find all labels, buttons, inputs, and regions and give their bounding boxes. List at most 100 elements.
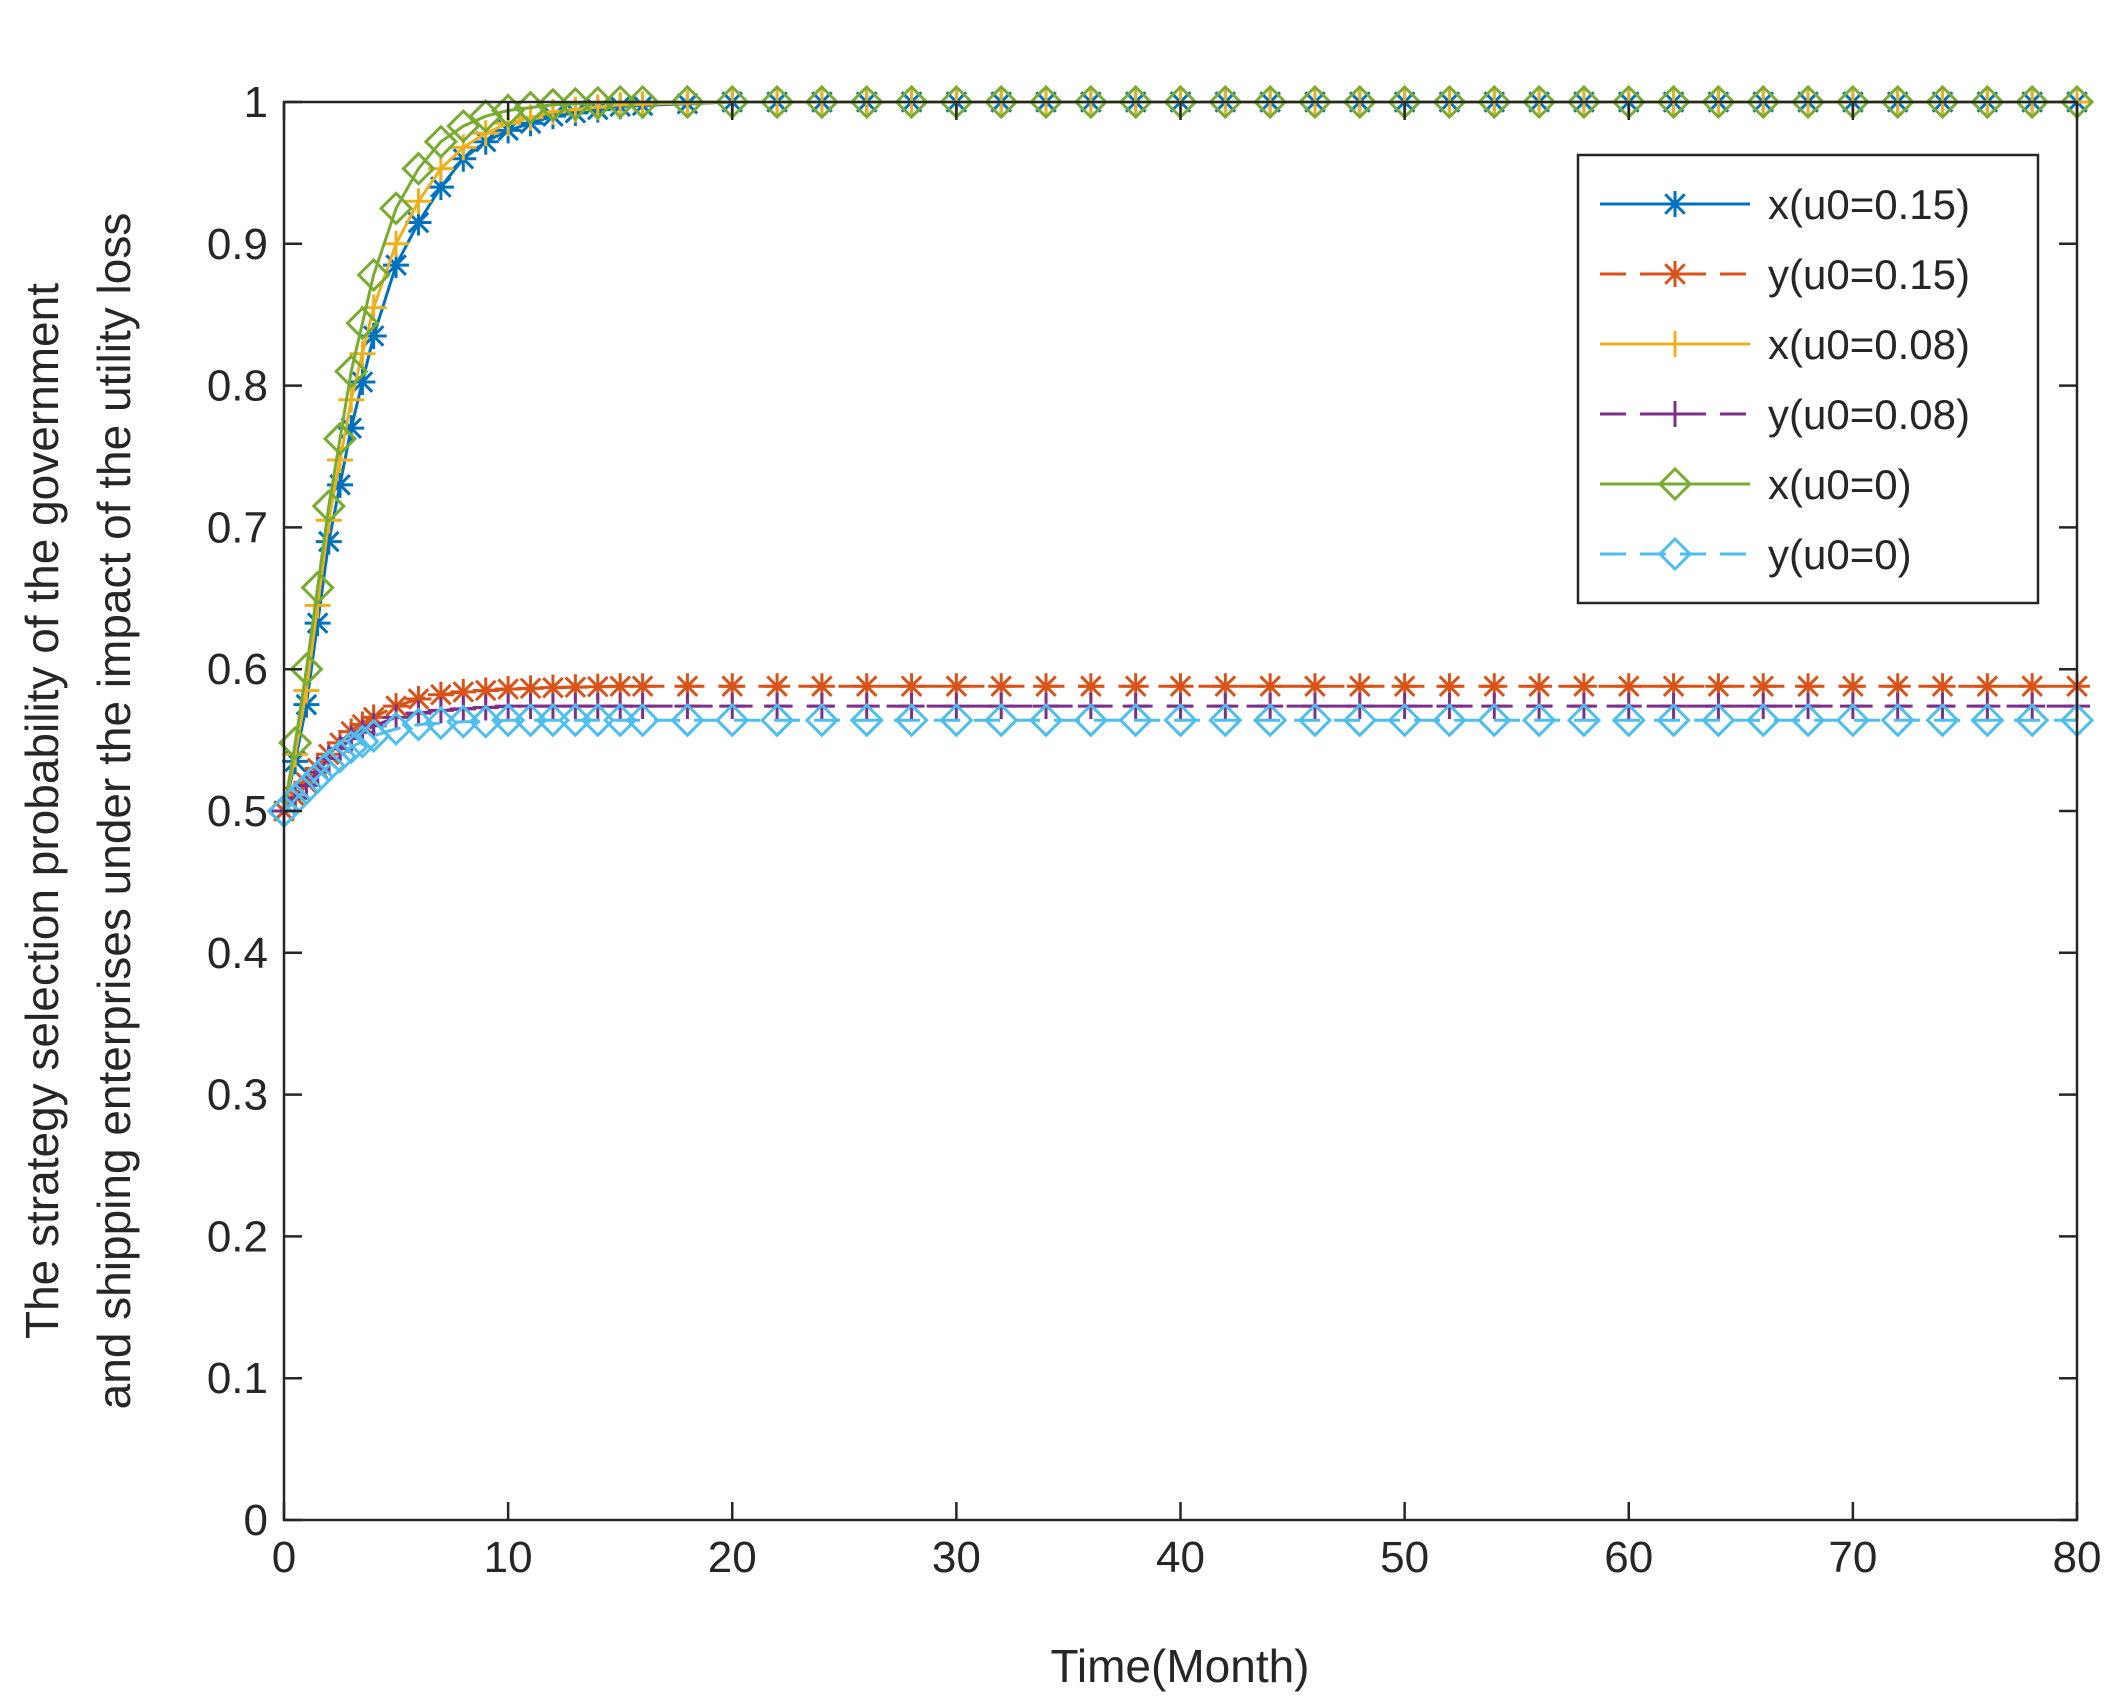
marker-stroke [1662, 675, 1685, 698]
y-tick-label: 0 [244, 1496, 268, 1545]
marker-stroke [721, 675, 744, 698]
y-axis-title-line-2: and shipping enterprises under the impac… [88, 213, 140, 1410]
data-point [804, 703, 840, 738]
marker-stroke [811, 675, 833, 698]
data-point [580, 703, 615, 738]
series-y(u0=0) [266, 703, 2095, 829]
marker-stroke [1664, 193, 1686, 215]
data-point [804, 84, 840, 120]
data-point [293, 677, 320, 704]
data-point [1297, 84, 1333, 120]
data-point [1611, 703, 1646, 738]
data-point [535, 703, 571, 738]
data-point [1880, 84, 1915, 120]
marker-stroke [766, 675, 788, 698]
data-point [513, 703, 548, 738]
marker-stroke [542, 676, 564, 699]
marker-stroke [1617, 675, 1640, 698]
data-point [423, 124, 459, 159]
data-point [383, 230, 410, 257]
marker-stroke [519, 677, 542, 700]
marker-stroke [586, 675, 609, 698]
data-point [1253, 703, 1288, 738]
legend-label: x(u0=0) [1768, 461, 1912, 508]
y-tick-label: 0.7 [207, 503, 268, 552]
data-point [300, 570, 335, 605]
data-point [1073, 84, 1108, 120]
data-point [1701, 84, 1736, 120]
legend-marker [1662, 331, 1688, 357]
marker-stroke [900, 675, 923, 698]
marker-stroke [1483, 675, 1506, 698]
data-point [1701, 703, 1736, 738]
data-point [345, 724, 380, 759]
data-point [894, 84, 929, 120]
data-point [427, 697, 454, 724]
data-point [670, 84, 705, 120]
legend-entry-y(u0=0.15): y(u0=0.15) [1600, 251, 1970, 298]
data-point [1925, 703, 1960, 738]
data-point [1163, 703, 1198, 738]
marker-stroke [1393, 675, 1416, 698]
marker-stroke [1664, 263, 1686, 285]
marker-stroke [385, 254, 407, 276]
marker-stroke [430, 683, 452, 706]
legend-label: x(u0=0.15) [1768, 181, 1970, 228]
data-point [446, 704, 481, 739]
data-point [427, 681, 454, 708]
data-point [1746, 84, 1781, 120]
data-point [338, 386, 365, 413]
legend: x(u0=0.15) y(u0=0.15) x(u0=0.08) y(u0=0.08)… [1576, 153, 2040, 605]
marker-stroke [474, 679, 497, 702]
y-axis-title-line-1: The strategy selection probability of th… [16, 283, 68, 1339]
marker-stroke [990, 675, 1013, 698]
legend-label: y(u0=0.15) [1768, 251, 1970, 298]
marker-stroke [1528, 675, 1550, 698]
data-point [603, 84, 638, 120]
data-point [1925, 84, 1960, 120]
data-point [1122, 673, 1149, 700]
y-tick-label: 0.2 [207, 1212, 268, 1261]
data-point [1566, 84, 1602, 120]
data-point [1880, 703, 1915, 738]
data-point [1835, 703, 1870, 738]
data-point [450, 695, 477, 722]
data-point [1028, 84, 1064, 120]
y-tick-label: 1 [244, 78, 268, 127]
data-point [853, 673, 880, 700]
data-point [1566, 703, 1602, 738]
data-point [1208, 703, 1243, 738]
marker-stroke [2021, 675, 2043, 698]
y-tick-label: 0.6 [207, 645, 268, 694]
data-point [625, 703, 660, 738]
data-point [1790, 84, 1826, 120]
data-point [1477, 703, 1512, 738]
marker-stroke [1886, 675, 1909, 698]
y-tick-label: 0.3 [207, 1071, 268, 1120]
data-point [1387, 703, 1422, 738]
data-point [849, 703, 884, 738]
data-point [1118, 84, 1153, 120]
marker-stroke [1124, 675, 1147, 698]
data-point [289, 771, 324, 806]
legend-box [1576, 153, 2040, 605]
marker-stroke [1348, 675, 1371, 698]
marker-stroke [1304, 675, 1326, 698]
data-point [383, 704, 410, 731]
data-point [1073, 703, 1108, 738]
data-point [2019, 673, 2046, 700]
marker-stroke [1259, 675, 1281, 698]
data-point [1970, 703, 2005, 738]
data-point [603, 703, 638, 738]
marker-stroke [351, 371, 374, 393]
data-point [808, 673, 835, 700]
legend-label: x(u0=0.08) [1768, 321, 1970, 368]
y-tick-label: 0.1 [207, 1354, 268, 1403]
series-line [282, 718, 2077, 813]
data-point [356, 257, 391, 293]
data-point [670, 703, 705, 738]
data-point [1526, 673, 1553, 700]
marker-stroke [1035, 675, 1057, 698]
marker-stroke [407, 211, 430, 234]
data-point [1432, 84, 1467, 120]
